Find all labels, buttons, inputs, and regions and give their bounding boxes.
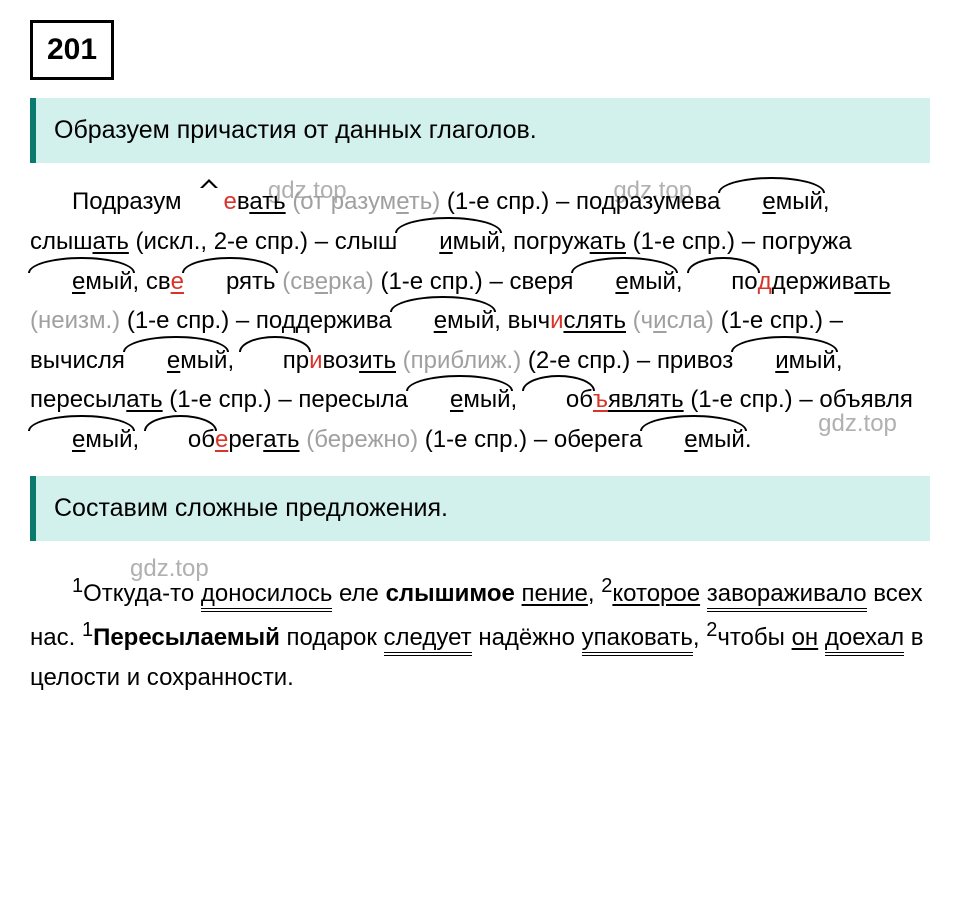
sentences: 1Откуда-то доносилось еле слышимое пение… (30, 570, 930, 697)
suffix: ать (590, 228, 626, 255)
w: (2-е спр.) (528, 347, 630, 374)
w: (1-е спр.) (127, 307, 229, 334)
suffix: имый (397, 222, 500, 262)
suffix: емый (642, 420, 745, 460)
w: рять (184, 262, 276, 302)
suffix: емый (30, 420, 133, 460)
hint: (от разуметь) (292, 188, 440, 215)
w: , (693, 624, 706, 651)
w: е (181, 182, 236, 222)
suffix: ать (93, 228, 129, 255)
predicate: доносилось (201, 580, 332, 612)
prefix: по (689, 262, 757, 302)
sup: 1 (72, 575, 83, 597)
w: оберега (554, 426, 642, 453)
predicate: упаковать (582, 624, 693, 656)
w: сохранности. (147, 664, 294, 691)
w: и (309, 347, 322, 374)
suffix: ать (263, 426, 299, 453)
task2-text: Составим сложные предложения. (54, 494, 448, 522)
w: е (215, 426, 228, 453)
subject: он (792, 624, 819, 651)
w: надёжно (478, 624, 581, 651)
suffix: емый (573, 262, 676, 302)
w: , (588, 580, 601, 607)
w: и (550, 307, 563, 334)
w: Подразум (72, 188, 181, 215)
hint: (бережно) (306, 426, 418, 453)
predicate: завораживало (707, 580, 867, 612)
suffix: емый (408, 380, 511, 420)
prefix: об (524, 380, 593, 420)
subject: пение (522, 580, 588, 607)
w: ъ (593, 386, 608, 413)
w: пересыл (30, 386, 126, 413)
suffix: ать (249, 188, 285, 215)
prefix: об (146, 420, 215, 460)
sup: 2 (706, 619, 717, 641)
exercise-number: 201 (30, 20, 114, 80)
w: погружа (762, 228, 852, 255)
w: – (549, 188, 576, 215)
w: сверя (510, 268, 574, 295)
task-block-2: Составим сложные предложения. (30, 476, 930, 541)
w: выч (508, 307, 551, 334)
sup: 1 (82, 619, 93, 641)
w: рег (228, 426, 263, 453)
subject: которое (612, 580, 700, 607)
w: (1-е спр.) (633, 228, 735, 255)
bold: слышимое (386, 580, 515, 607)
prefix: пр (241, 341, 309, 381)
w: еле (332, 580, 385, 607)
suffix: ить (359, 347, 396, 374)
w: (1-е спр.) (721, 307, 823, 334)
hint: (сверка) (282, 268, 374, 295)
w: пересыла (298, 386, 408, 413)
paragraph-1: Подразумевать (от разуметь) (1-е спр.) –… (30, 182, 930, 459)
suffix: слять (563, 307, 626, 334)
w: (искл., 2-е спр.) (136, 228, 309, 255)
suffix: емый (30, 262, 133, 302)
sup: 2 (601, 575, 612, 597)
w: чтобы (717, 624, 791, 651)
suffix: емый (125, 341, 228, 381)
suffix: являть (608, 386, 684, 413)
w: вычисля (30, 347, 125, 374)
suffix: имый (733, 341, 836, 381)
w: привоз (657, 347, 733, 374)
hint: (приближ.) (403, 347, 522, 374)
hint: (числа) (633, 307, 714, 334)
predicate: доехал (825, 624, 904, 656)
w: (1-е спр.) (169, 386, 271, 413)
main-content: gdz.top gdz.top Подразумевать (от разуме… (30, 171, 930, 460)
suffix: емый (392, 301, 495, 341)
w: держив (772, 268, 855, 295)
bold: Пересылаемый (93, 624, 280, 651)
w: погруж (513, 228, 590, 255)
hint: (неизм.) (30, 307, 120, 334)
w: д (758, 268, 772, 295)
task1-text: Образуем причастия от данных глаголов. (54, 116, 537, 144)
w: поддержива (256, 307, 392, 334)
w: слыш (30, 228, 93, 255)
w: подарок (280, 624, 384, 651)
predicate: следует (384, 624, 472, 656)
w: подразумева (576, 188, 720, 215)
watermark-3: gdz.top (818, 410, 897, 437)
w: слыш (335, 228, 398, 255)
w: в (237, 188, 249, 215)
w: воз (323, 347, 360, 374)
suffix: ать (126, 386, 162, 413)
w: Откуда-то (83, 580, 201, 607)
w: св (146, 268, 171, 295)
task-block-1: Образуем причастия от данных глаголов. (30, 98, 930, 163)
w: (1-е спр.) (447, 188, 549, 215)
suffix: емый (720, 182, 823, 222)
suffix: ать (854, 268, 890, 295)
w: (1-е спр.) (425, 426, 527, 453)
w: (1-е спр.) (690, 386, 792, 413)
